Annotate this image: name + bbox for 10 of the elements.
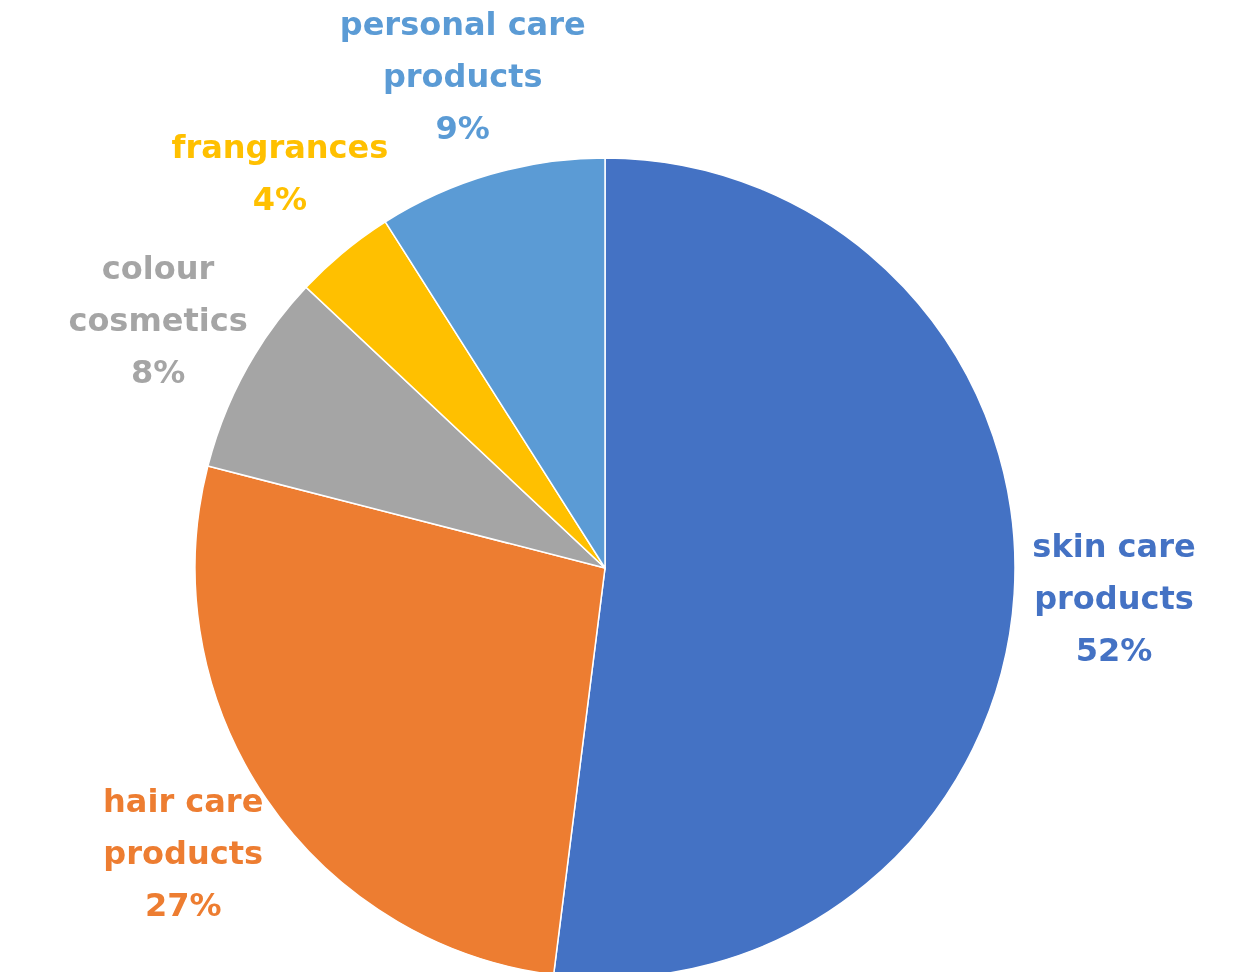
data-label: 27% [144,885,222,924]
data-label: 52% [1075,631,1153,670]
slice-label: frangrances [171,128,389,167]
slice-label: colour cosmetics [68,249,248,340]
slice-label: hair care products [103,781,264,872]
slice-label: skin care products [1032,527,1196,618]
data-label: 9% [435,109,490,148]
slice-label: personal care products [339,5,586,96]
data-label: 4% [252,180,308,219]
data-label: 8% [130,353,186,392]
